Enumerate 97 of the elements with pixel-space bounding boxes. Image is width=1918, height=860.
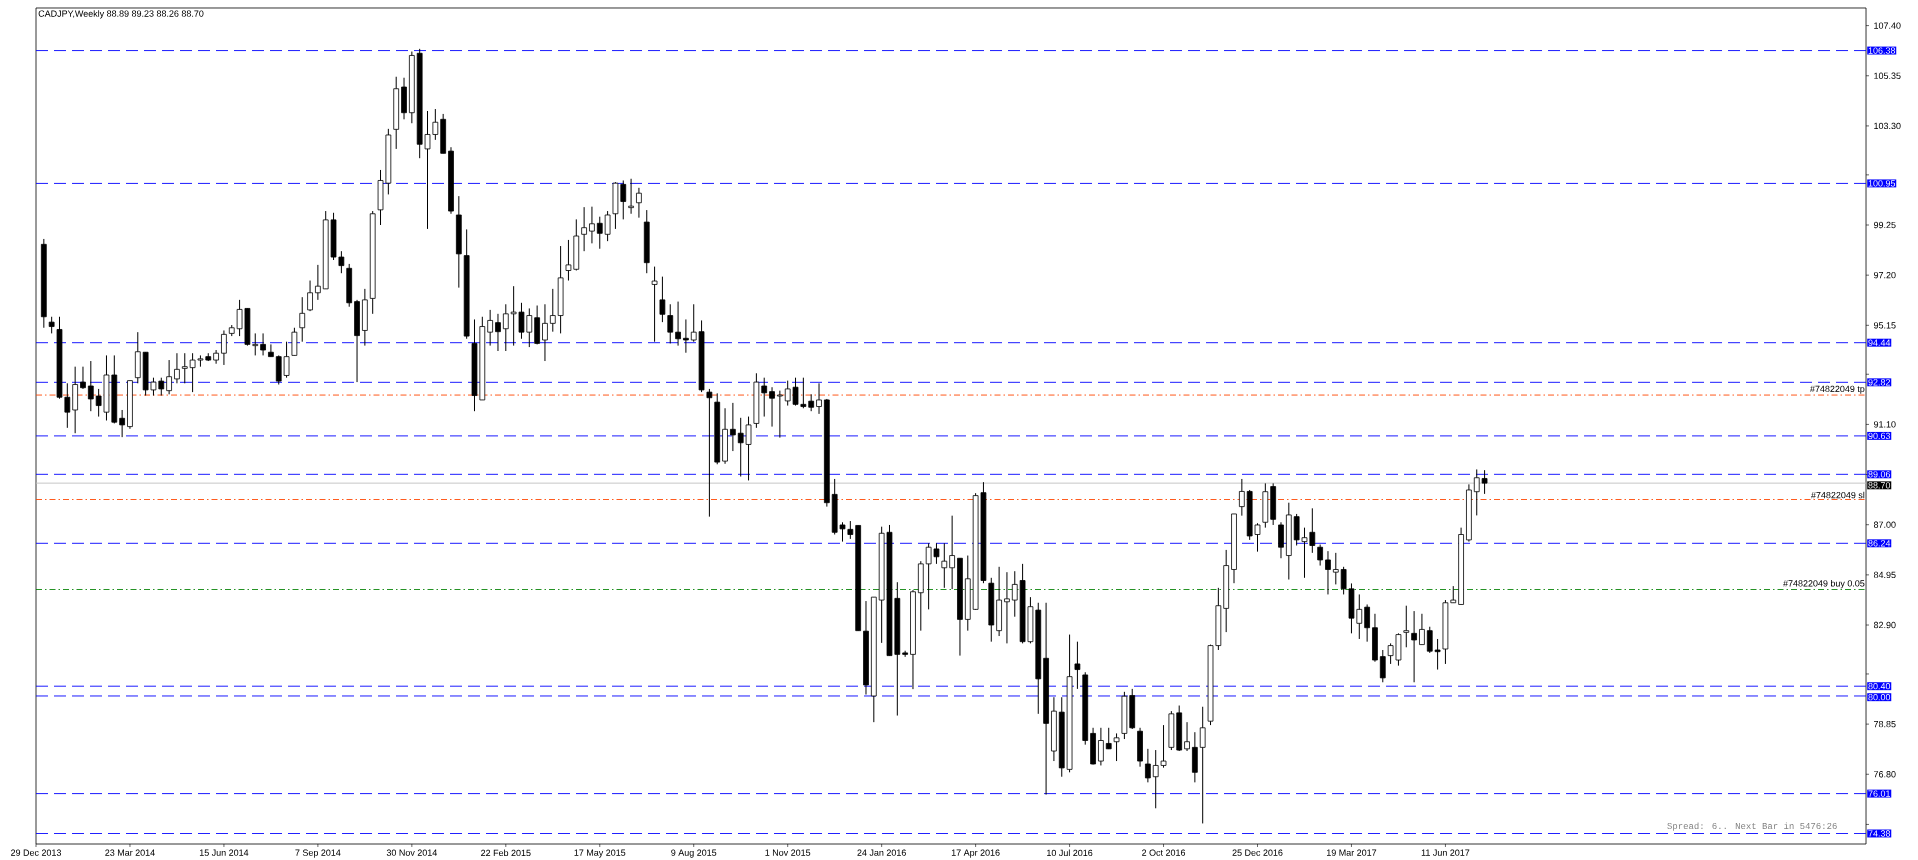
candlestick	[777, 390, 783, 439]
candlestick	[902, 650, 909, 658]
x-tick-label: 15 Jun 2014	[199, 849, 249, 856]
ref-line-label: 80.00	[1868, 694, 1891, 701]
y-tick-label: 95.15	[1873, 322, 1896, 329]
y-tick-label: 78.85	[1873, 720, 1896, 728]
candlestick	[174, 352, 180, 384]
x-tick-label: 19 Mar 2017	[1326, 849, 1377, 856]
candlestick	[651, 266, 658, 343]
x-tick-label: 17 Apr 2016	[951, 849, 1000, 858]
y-tick-label: 87.00	[1873, 521, 1896, 528]
ref-line-label: 106.38	[1868, 47, 1896, 54]
ref-line-label: #74822049 sl	[1811, 491, 1865, 499]
candlestick	[941, 542, 948, 589]
x-tick-label: 22 Feb 2015	[481, 849, 531, 857]
candlestick	[549, 288, 556, 333]
ref-line-label: 90.63	[1868, 432, 1891, 440]
y-tick-label: 91.10	[1873, 421, 1896, 428]
candlestick	[1317, 544, 1324, 567]
candlestick	[1364, 603, 1370, 643]
candlestick	[542, 303, 548, 362]
ref-line-label: 100.95	[1868, 180, 1896, 187]
x-tick-label: 17 May 2015	[574, 849, 626, 858]
x-tick-label: 30 Nov 2014	[386, 849, 437, 856]
candlestick	[683, 318, 689, 354]
candlestick	[1403, 605, 1410, 648]
ref-line-label: 92.82	[1868, 379, 1890, 386]
y-tick-label: 76.80	[1873, 771, 1896, 778]
x-tick-label: 11 Jun 2017	[1421, 849, 1470, 856]
candlestick	[1004, 571, 1010, 644]
candlestick	[1411, 610, 1417, 683]
x-tick-label: 29 Dec 2013	[11, 849, 62, 856]
ref-line-label: 76.01	[1868, 790, 1891, 797]
candlestick	[307, 280, 313, 312]
y-tick-label: 82.90	[1873, 621, 1896, 629]
x-tick-label: 10 Jul 2016	[1047, 849, 1093, 857]
candlestick	[1325, 550, 1331, 595]
candlestick	[667, 303, 674, 344]
ref-line-label: 89.06	[1868, 471, 1891, 478]
candlestick	[166, 359, 172, 395]
candlestick	[1379, 649, 1386, 683]
x-tick-label: 2 Oct 2016	[1142, 849, 1186, 856]
candlestick	[1145, 748, 1151, 783]
candlestick	[291, 327, 298, 356]
y-tick-label: 103.30	[1874, 122, 1901, 130]
candlestick	[1113, 732, 1120, 762]
candlestick	[1238, 478, 1245, 517]
annotation: Spread: 6.. Next Bar in 5476:26	[1667, 822, 1837, 831]
candlestick	[730, 402, 736, 452]
candlestick	[761, 377, 768, 418]
candlestick	[1184, 721, 1190, 752]
candlestick	[315, 264, 321, 301]
candlestick	[221, 329, 227, 366]
candlestick	[706, 388, 713, 518]
candlestick	[1419, 613, 1425, 646]
candlestick	[589, 206, 595, 244]
chart-title: CADJPY,Weekly 88.89 89.23 88.26 88.70	[38, 10, 204, 19]
ref-line-label: 86.24	[1868, 540, 1891, 547]
candlestick	[80, 366, 86, 390]
candlestick	[1278, 521, 1284, 559]
candlestick	[119, 409, 125, 438]
candlestick	[299, 296, 306, 343]
ref-line-label: #74822049 tp	[1810, 385, 1865, 394]
candlestick	[487, 309, 494, 347]
candlestick	[659, 276, 666, 323]
y-tick-label: 107.40	[1874, 22, 1901, 29]
candlestick	[502, 303, 509, 352]
x-tick-label: 7 Sep 2014	[295, 849, 341, 858]
candlestick	[581, 206, 587, 252]
candlestick	[260, 332, 266, 356]
candlestick	[636, 187, 642, 219]
candlestick	[628, 178, 634, 215]
y-tick-label: 97.20	[1873, 271, 1896, 279]
candlestick	[1074, 641, 1081, 690]
y-tick-label: 105.35	[1874, 72, 1901, 79]
candlestick	[268, 343, 274, 358]
x-tick-label: 25 Dec 2016	[1232, 849, 1283, 856]
candlestick	[495, 313, 501, 352]
candlestick	[87, 360, 94, 412]
ref-line-label: 74.38	[1868, 830, 1891, 837]
x-tick-label: 24 Jan 2016	[857, 849, 906, 856]
x-tick-label: 9 Aug 2015	[671, 849, 717, 858]
candlestick	[1098, 727, 1104, 766]
candlestick	[769, 386, 775, 428]
ref-line-label: 94.44	[1868, 339, 1891, 346]
ref-line-label: 88.70	[1868, 482, 1891, 489]
x-tick-label: 1 Nov 2015	[765, 849, 811, 856]
y-tick-label: 84.95	[1873, 571, 1896, 579]
ref-line-label: #74822049 buy 0.05	[1783, 579, 1865, 589]
y-tick-label: 99.25	[1873, 221, 1896, 229]
candlestick	[1332, 552, 1339, 585]
ref-line-label: 80.40	[1868, 683, 1891, 690]
candlestick	[1199, 706, 1206, 824]
candlestick	[816, 382, 822, 415]
candlestick	[949, 515, 955, 590]
x-tick-label: 23 Mar 2014	[105, 849, 155, 856]
candlestick	[675, 301, 681, 347]
